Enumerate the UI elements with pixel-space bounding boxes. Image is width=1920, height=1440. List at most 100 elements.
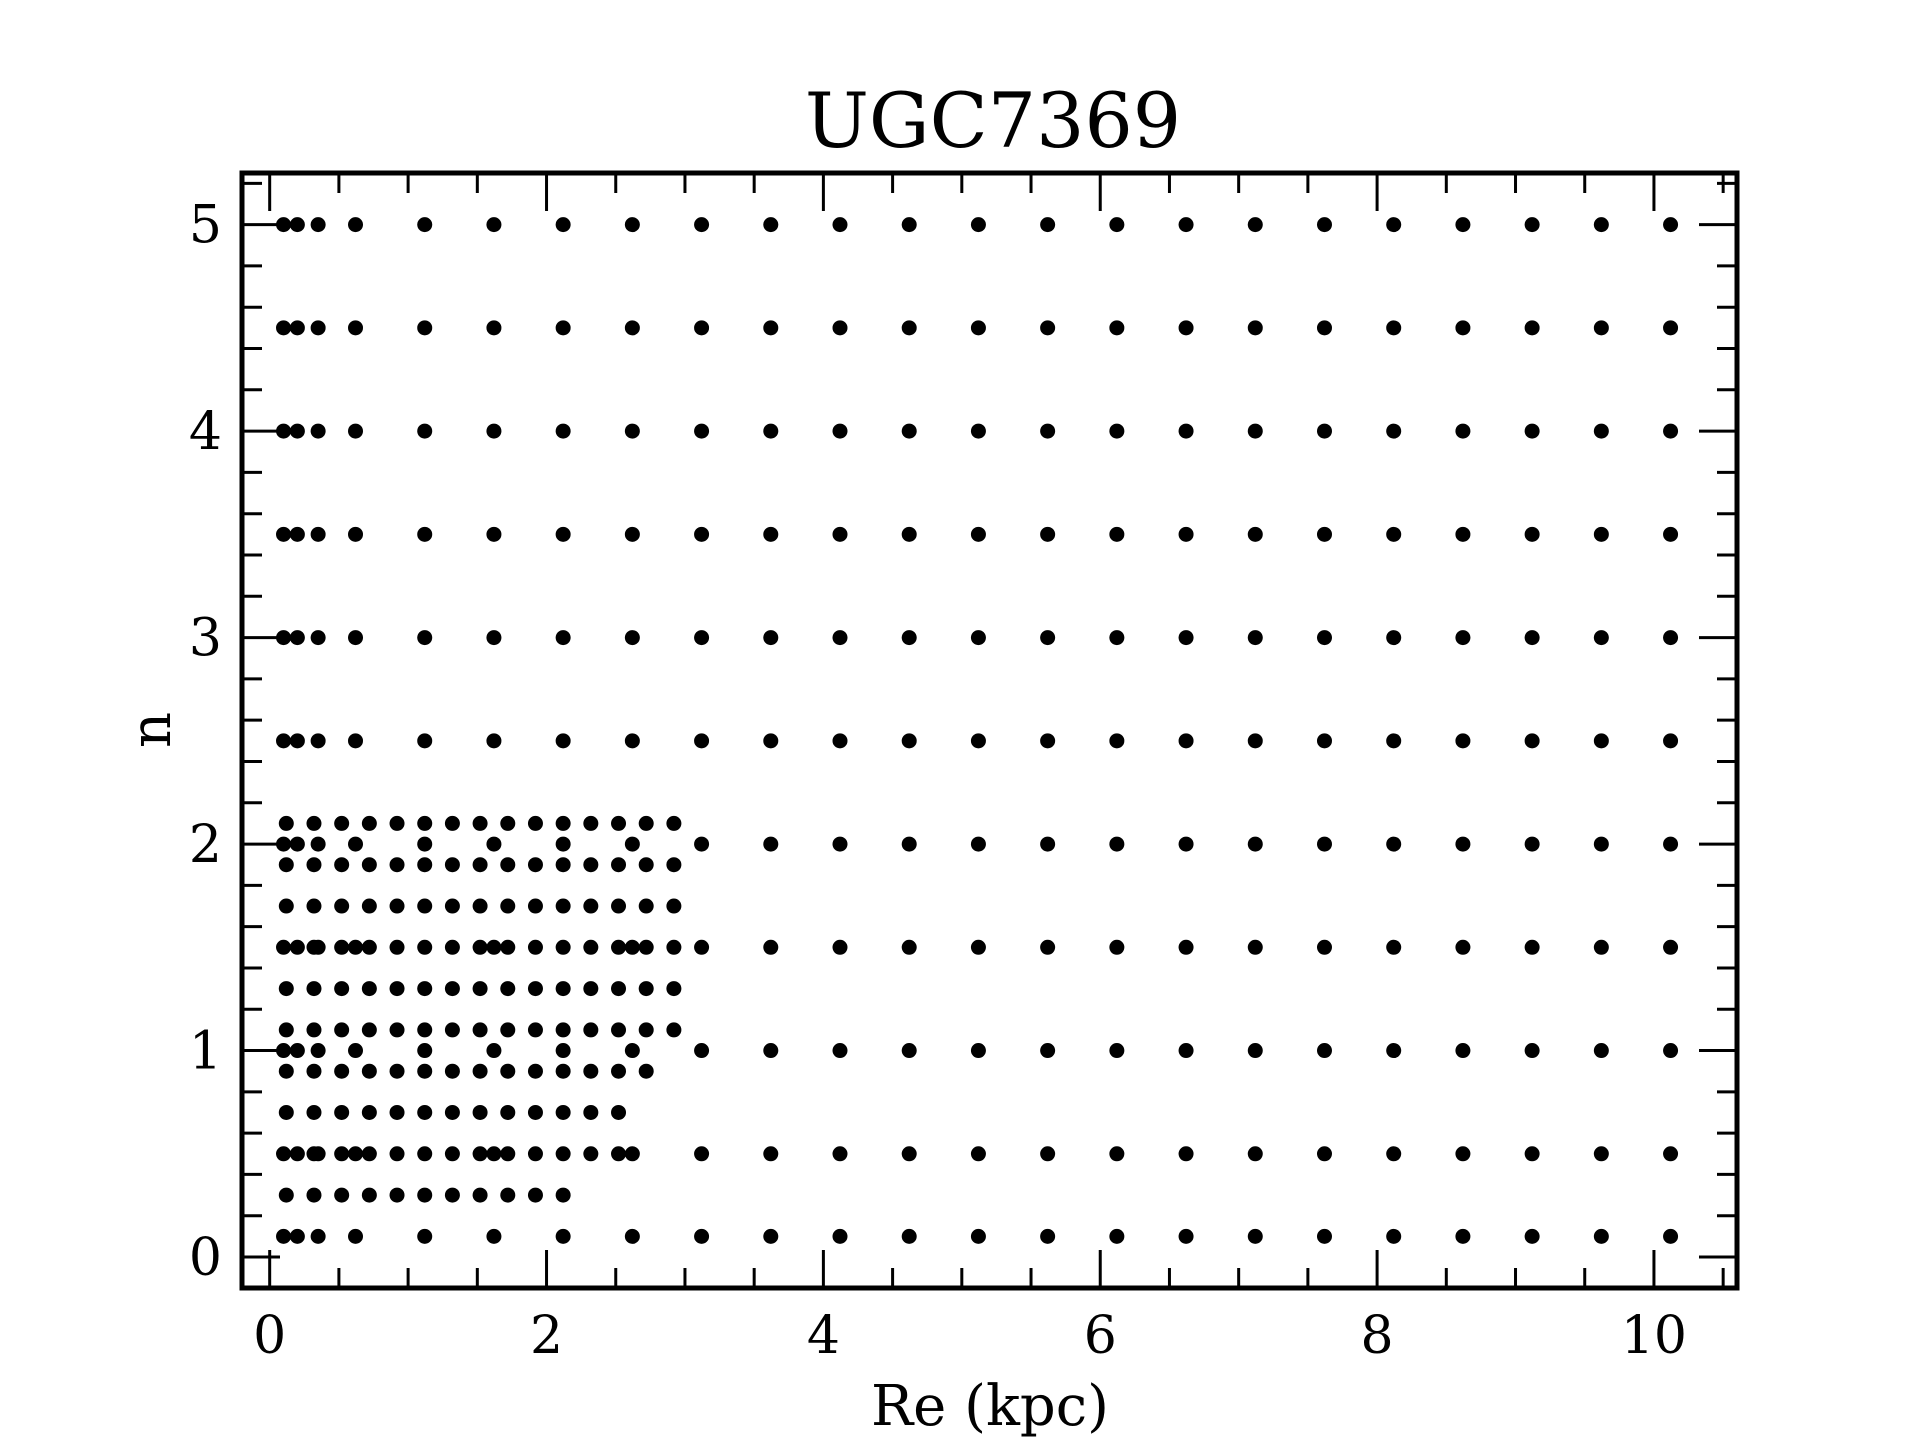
data-point (555, 1063, 571, 1079)
data-point (1593, 217, 1609, 233)
data-point (694, 1146, 710, 1162)
data-point (276, 1146, 292, 1162)
data-point (1386, 526, 1402, 542)
data-point (361, 1022, 377, 1038)
data-point (763, 1228, 779, 1244)
data-point (970, 836, 986, 852)
data-point (1109, 423, 1125, 439)
data-point (1524, 423, 1540, 439)
data-point (278, 898, 294, 914)
data-point (276, 423, 292, 439)
data-point (624, 1043, 640, 1059)
data-point (1040, 1228, 1056, 1244)
data-point (334, 1146, 350, 1162)
data-point (1109, 526, 1125, 542)
data-point (583, 939, 599, 955)
data-point (310, 1043, 326, 1059)
data-point (278, 815, 294, 831)
data-point (276, 526, 292, 542)
data-point (289, 526, 305, 542)
data-point (666, 898, 682, 914)
data-point (611, 1104, 627, 1120)
x-tick-label: 6 (1084, 1306, 1117, 1366)
data-point (500, 939, 516, 955)
data-point (486, 423, 502, 439)
data-point (583, 981, 599, 997)
data-point (361, 815, 377, 831)
data-point (278, 1104, 294, 1120)
data-point (1247, 939, 1263, 955)
data-point (1316, 1146, 1332, 1162)
data-point (666, 857, 682, 873)
data-point (970, 526, 986, 542)
data-point (527, 1104, 543, 1120)
data-point (1178, 939, 1194, 955)
data-point (901, 630, 917, 646)
data-point (1316, 939, 1332, 955)
data-point (527, 981, 543, 997)
data-points (276, 217, 1679, 1244)
data-point (611, 1022, 627, 1038)
data-point (1040, 526, 1056, 542)
data-point (970, 1228, 986, 1244)
data-point (348, 1043, 364, 1059)
data-point (278, 857, 294, 873)
data-point (1109, 1043, 1125, 1059)
data-point (472, 1063, 488, 1079)
data-point (555, 898, 571, 914)
data-point (901, 1043, 917, 1059)
data-point (417, 857, 433, 873)
data-point (638, 1063, 654, 1079)
data-point (527, 939, 543, 955)
data-point (1040, 1043, 1056, 1059)
data-point (1386, 1228, 1402, 1244)
data-point (1524, 1043, 1540, 1059)
data-point (500, 1187, 516, 1203)
data-point (694, 320, 710, 336)
data-point (500, 981, 516, 997)
data-point (901, 1146, 917, 1162)
data-point (389, 815, 405, 831)
data-point (310, 733, 326, 749)
data-point (1109, 217, 1125, 233)
data-point (1386, 733, 1402, 749)
y-tick-label: 3 (189, 609, 222, 669)
x-axis-title: Re (kpc) (871, 1374, 1109, 1439)
data-point (832, 217, 848, 233)
data-point (1663, 630, 1679, 646)
data-point (389, 1146, 405, 1162)
data-point (486, 320, 502, 336)
data-point (611, 1063, 627, 1079)
data-point (348, 423, 364, 439)
data-point (306, 981, 322, 997)
data-point (1524, 630, 1540, 646)
data-point (486, 217, 502, 233)
data-point (348, 1228, 364, 1244)
data-point (1663, 733, 1679, 749)
data-point (289, 320, 305, 336)
data-point (389, 939, 405, 955)
data-point (611, 898, 627, 914)
data-point (310, 1228, 326, 1244)
data-point (624, 526, 640, 542)
data-point (334, 1187, 350, 1203)
x-tick-label: 0 (253, 1306, 286, 1366)
data-point (348, 320, 364, 336)
data-point (1455, 630, 1471, 646)
data-point (1316, 217, 1332, 233)
axis-ticks (242, 173, 1737, 1288)
data-point (527, 1187, 543, 1203)
plot-frame (239, 170, 1740, 1291)
data-point (348, 630, 364, 646)
data-point (583, 1063, 599, 1079)
data-point (555, 1022, 571, 1038)
data-point (334, 815, 350, 831)
data-point (970, 423, 986, 439)
y-axis-title: n (119, 712, 184, 748)
data-point (348, 939, 364, 955)
data-point (444, 981, 460, 997)
data-point (417, 1022, 433, 1038)
data-point (624, 733, 640, 749)
data-point (901, 526, 917, 542)
data-point (444, 939, 460, 955)
